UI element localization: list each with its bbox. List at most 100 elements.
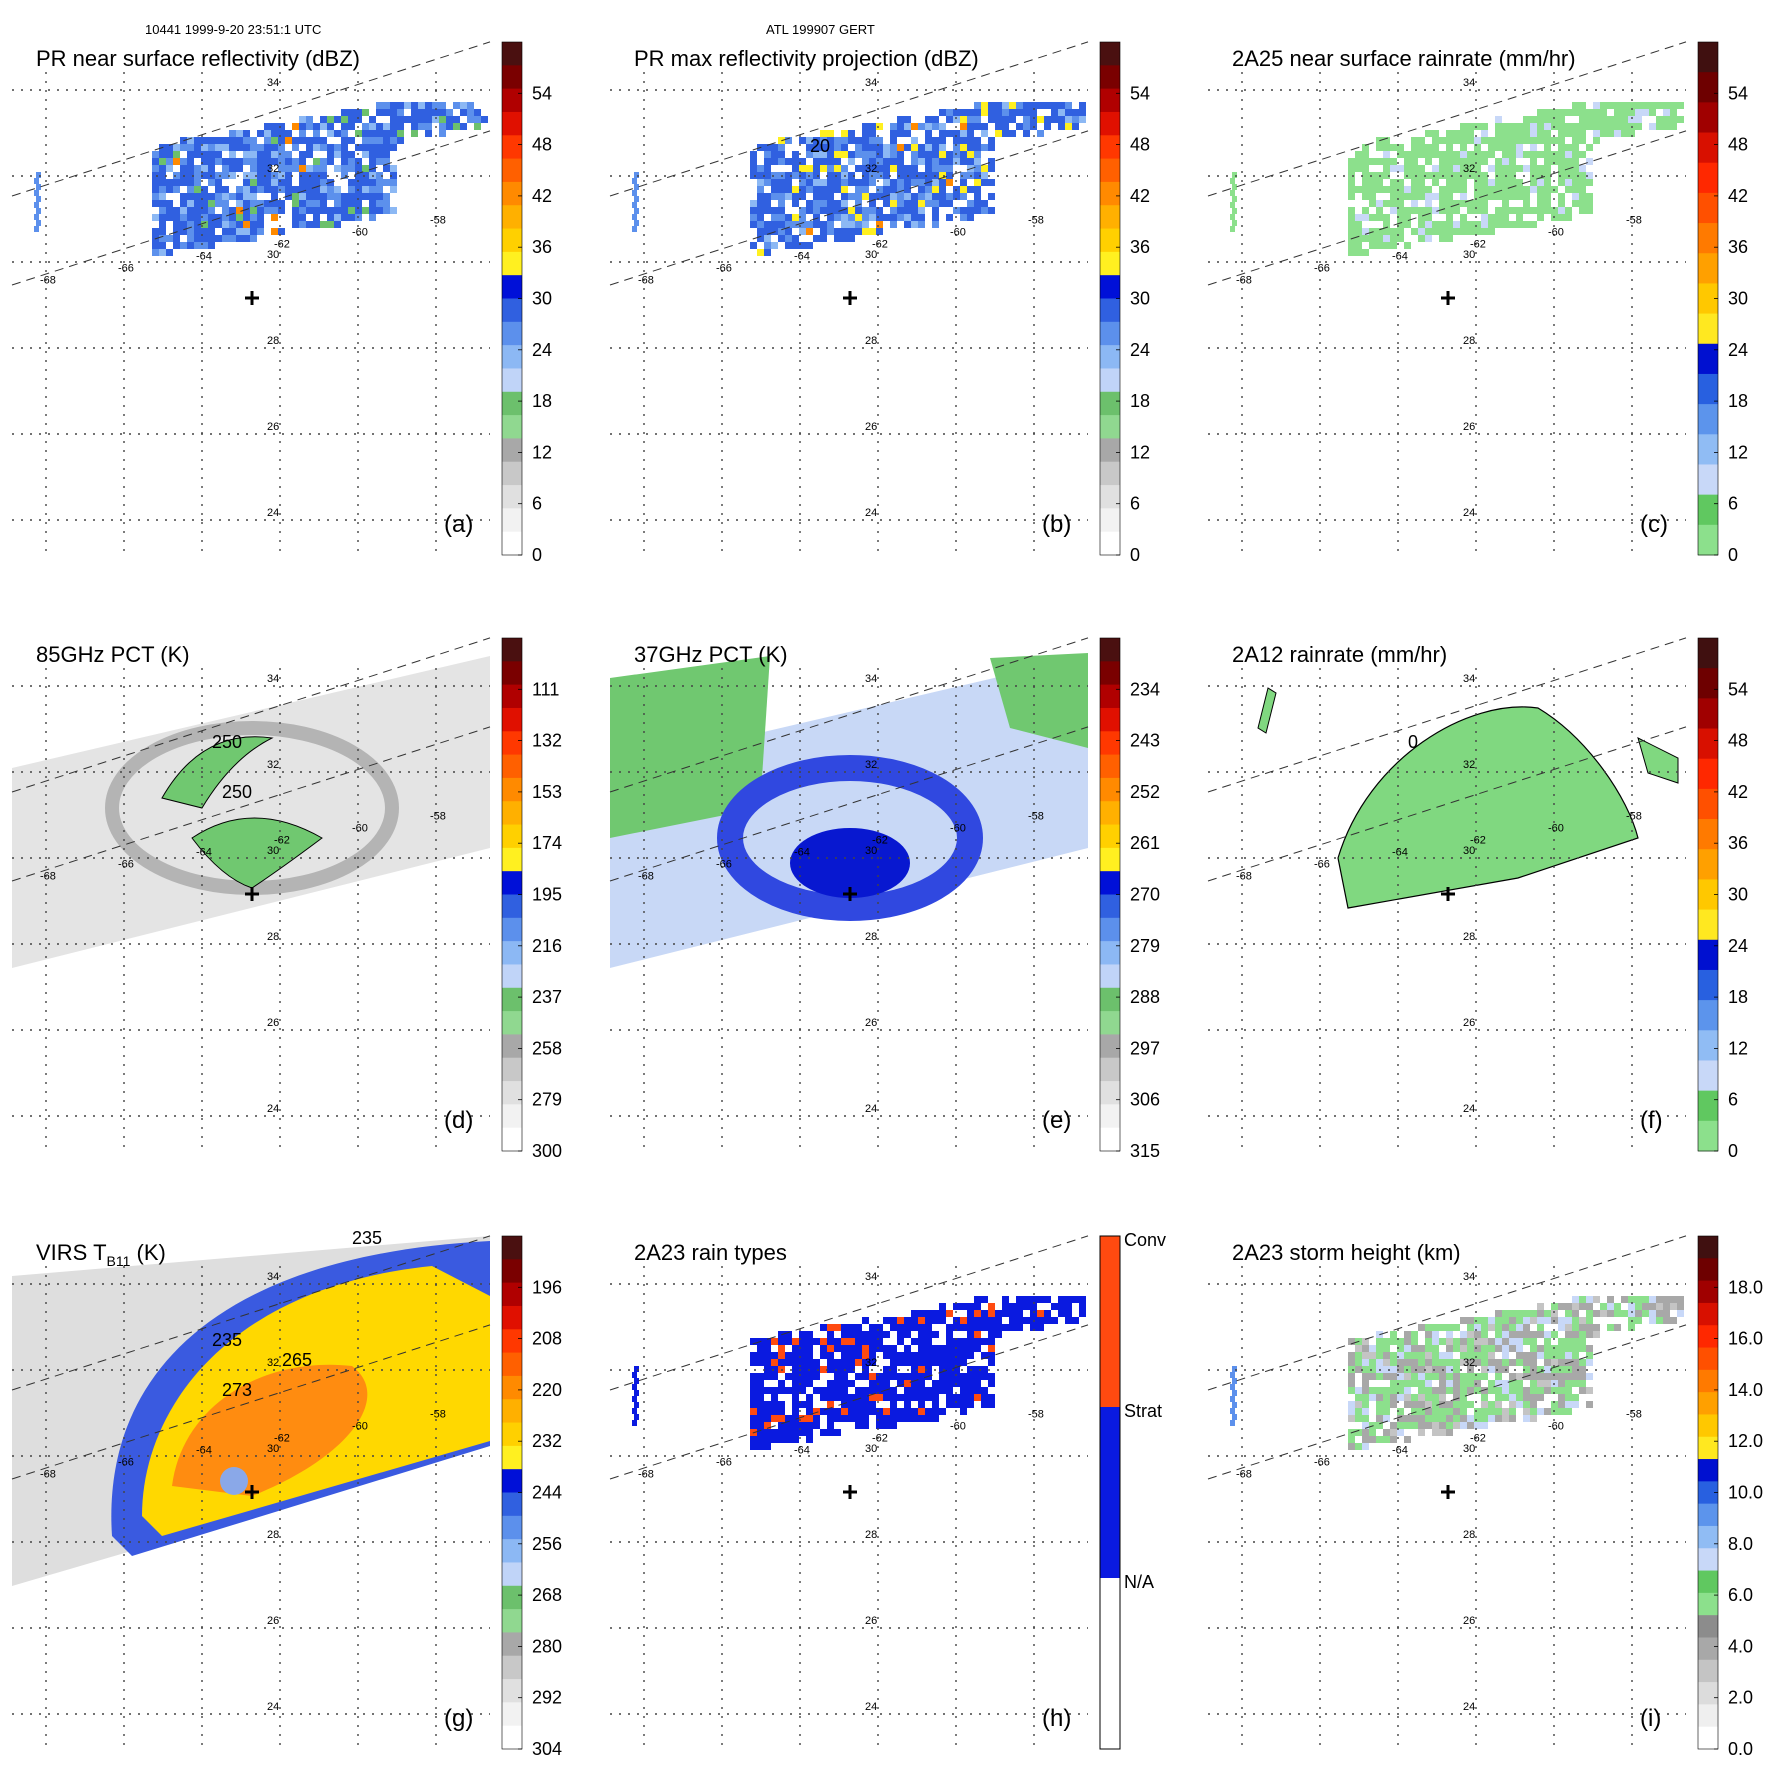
data-cell [236,165,243,172]
data-cell [764,158,771,165]
data-cell [862,137,869,144]
cold-cloud-region [161,736,274,809]
data-cell [1009,1303,1016,1310]
data-cell [1453,1422,1460,1429]
data-cell [1230,226,1235,232]
contour-label: 250 [222,782,252,802]
data-cell [820,1324,827,1331]
data-cell [152,200,159,207]
data-cell [911,1359,918,1366]
colorbar-label: 234 [1130,679,1160,699]
data-cell [813,214,820,221]
data-cell [306,193,313,200]
data-cell [1376,1436,1383,1443]
data-cell [201,137,208,144]
data-cell [1488,186,1495,193]
data-cell [897,193,904,200]
data-cell [369,214,376,221]
data-cell [988,1394,995,1401]
lon-tick-label: -64 [1392,1445,1408,1457]
colorbar-segment [1698,404,1718,435]
data-cell [1572,1345,1579,1352]
data-cell [257,179,264,186]
data-cell [827,172,834,179]
colorbar-label: 48 [532,135,552,155]
data-cell [299,193,306,200]
data-cell [974,1394,981,1401]
data-cell [1232,1414,1237,1420]
data-cell [757,179,764,186]
lon-tick-label: -64 [196,1445,212,1457]
data-cell [1355,186,1362,193]
data-cell [1565,1345,1572,1352]
data-cell [1551,1352,1558,1359]
data-cell [946,1324,953,1331]
colorbar-label: Strat [1124,1401,1162,1421]
data-cell [299,214,306,221]
data-cell [757,1429,764,1436]
data-cell [1481,1331,1488,1338]
data-cell [953,144,960,151]
data-cell [862,1387,869,1394]
colorbar-segment [1100,485,1120,509]
data-cell [904,130,911,137]
data-cell [1509,1415,1516,1422]
data-cell [904,207,911,214]
data-cell [397,102,404,109]
data-cell [904,1408,911,1415]
data-cell [974,193,981,200]
data-cell [1411,1422,1418,1429]
data-cell [771,207,778,214]
data-cell [778,1345,785,1352]
data-cell [820,179,827,186]
data-cell [362,123,369,130]
data-cell [855,179,862,186]
data-cell [215,172,222,179]
data-cell [1607,102,1614,109]
data-cell [327,151,334,158]
data-cell [1586,179,1593,186]
data-cell [1058,1303,1065,1310]
colorbar-label: 237 [532,987,562,1007]
data-cell [173,214,180,221]
colorbar-segment [1698,313,1718,345]
lon-tick-label: -66 [716,1457,732,1469]
data-cell [897,1373,904,1380]
data-cell [341,207,348,214]
data-cell [911,1352,918,1359]
data-cell [1579,1324,1586,1331]
data-cell [634,220,639,226]
panel-letter: (c) [1640,511,1668,538]
data-cell [1523,137,1530,144]
data-cell [257,151,264,158]
data-cell [1453,158,1460,165]
data-cell [897,1415,904,1422]
data-cell [897,158,904,165]
data-cell [1495,207,1502,214]
data-cell [285,151,292,158]
data-cell [215,137,222,144]
data-cell [1537,151,1544,158]
data-cell [341,130,348,137]
data-cell [334,207,341,214]
colorbar-segment [1698,1726,1718,1750]
data-cell [764,172,771,179]
colorbar-segment [1698,132,1718,164]
data-cell [757,1443,764,1450]
data-cell [1502,165,1509,172]
data-cell [897,186,904,193]
data-cell [229,158,236,165]
colorbar-label: 279 [532,1090,562,1110]
data-cell [390,130,397,137]
data-cell [925,165,932,172]
data-cell [1495,1310,1502,1317]
colorbar-segment [1698,1548,1718,1572]
data-cell [1579,130,1586,137]
data-cell [750,242,757,249]
data-cell [869,1394,876,1401]
data-cell [932,193,939,200]
data-cell [1439,1324,1446,1331]
data-cell [1663,116,1670,123]
colorbar-segment [502,368,522,393]
data-cell [1544,130,1551,137]
